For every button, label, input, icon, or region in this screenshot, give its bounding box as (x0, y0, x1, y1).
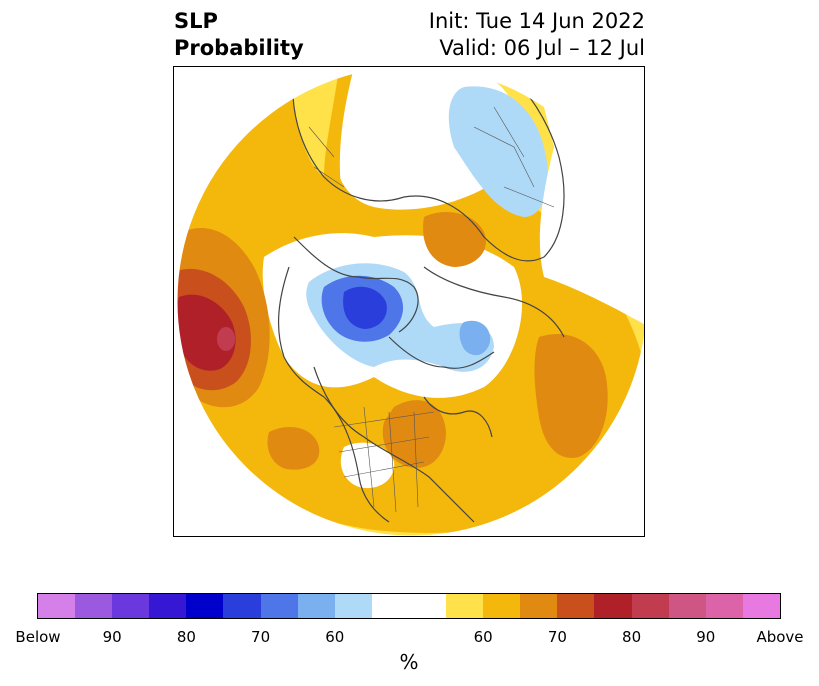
title-right: Init: Tue 14 Jun 2022 Valid: 06 Jul – 12… (429, 8, 645, 62)
colorbar-segment (260, 594, 298, 618)
colorbar-segment (334, 594, 372, 618)
colorbar-segment (149, 594, 187, 618)
colorbar-tick-label: 80 (622, 628, 642, 646)
colorbar-segment (446, 594, 484, 618)
borders (308, 106, 555, 513)
colorbar-segment (297, 594, 335, 618)
colorbar-segment (520, 594, 558, 618)
field-80-below (343, 286, 387, 329)
colorbar-unit-label: % (399, 650, 419, 674)
colorbar-tick-label: 60 (473, 628, 493, 646)
colorbar-segment (631, 594, 669, 618)
colorbar-tick-label: 70 (547, 628, 567, 646)
colorbar-segment (742, 594, 780, 618)
colorbar-segment (186, 594, 224, 618)
colorbar-tick-label: 60 (325, 628, 345, 646)
colorbar-segment (112, 594, 150, 618)
title-left: SLP Probability (174, 8, 304, 62)
field-70-above-west (267, 427, 320, 470)
colorbar-segment (223, 594, 261, 618)
colorbar-tick-label: 90 (102, 628, 122, 646)
colorbar-tick-label: 80 (176, 628, 196, 646)
colorbar-segment (668, 594, 706, 618)
title-variable: SLP (174, 9, 218, 33)
init-date: Init: Tue 14 Jun 2022 (428, 9, 645, 33)
colorbar-segment (705, 594, 743, 618)
colorbar-tick-label: Above (756, 628, 804, 646)
colorbar-tick-label: Below (15, 628, 61, 646)
colorbar-segment (483, 594, 521, 618)
valid-range: Valid: 06 Jul – 12 Jul (439, 36, 645, 60)
probability-map (176, 67, 644, 536)
field-85-above-pacific (217, 327, 235, 351)
field-65-below-greenland (459, 320, 491, 356)
hemisphere-edge (176, 67, 644, 536)
colorbar-tick-label: 70 (251, 628, 271, 646)
title-type: Probability (174, 36, 304, 60)
field-60-below-siberia (448, 86, 548, 218)
colorbar-segment-neutral (371, 594, 447, 618)
colorbar-segment (38, 594, 76, 618)
colorbar-tick-label: 90 (696, 628, 716, 646)
colorbar-segment (557, 594, 595, 618)
field-70-above-europe (423, 212, 486, 267)
field-80-above-pacific (177, 294, 236, 371)
field-scandinavia-60 (294, 67, 339, 177)
colorbar-segment (75, 594, 113, 618)
map-frame (173, 66, 645, 537)
field-70-above-atlantic (534, 333, 608, 458)
colorbar-segment (594, 594, 632, 618)
colorbar (37, 593, 781, 619)
